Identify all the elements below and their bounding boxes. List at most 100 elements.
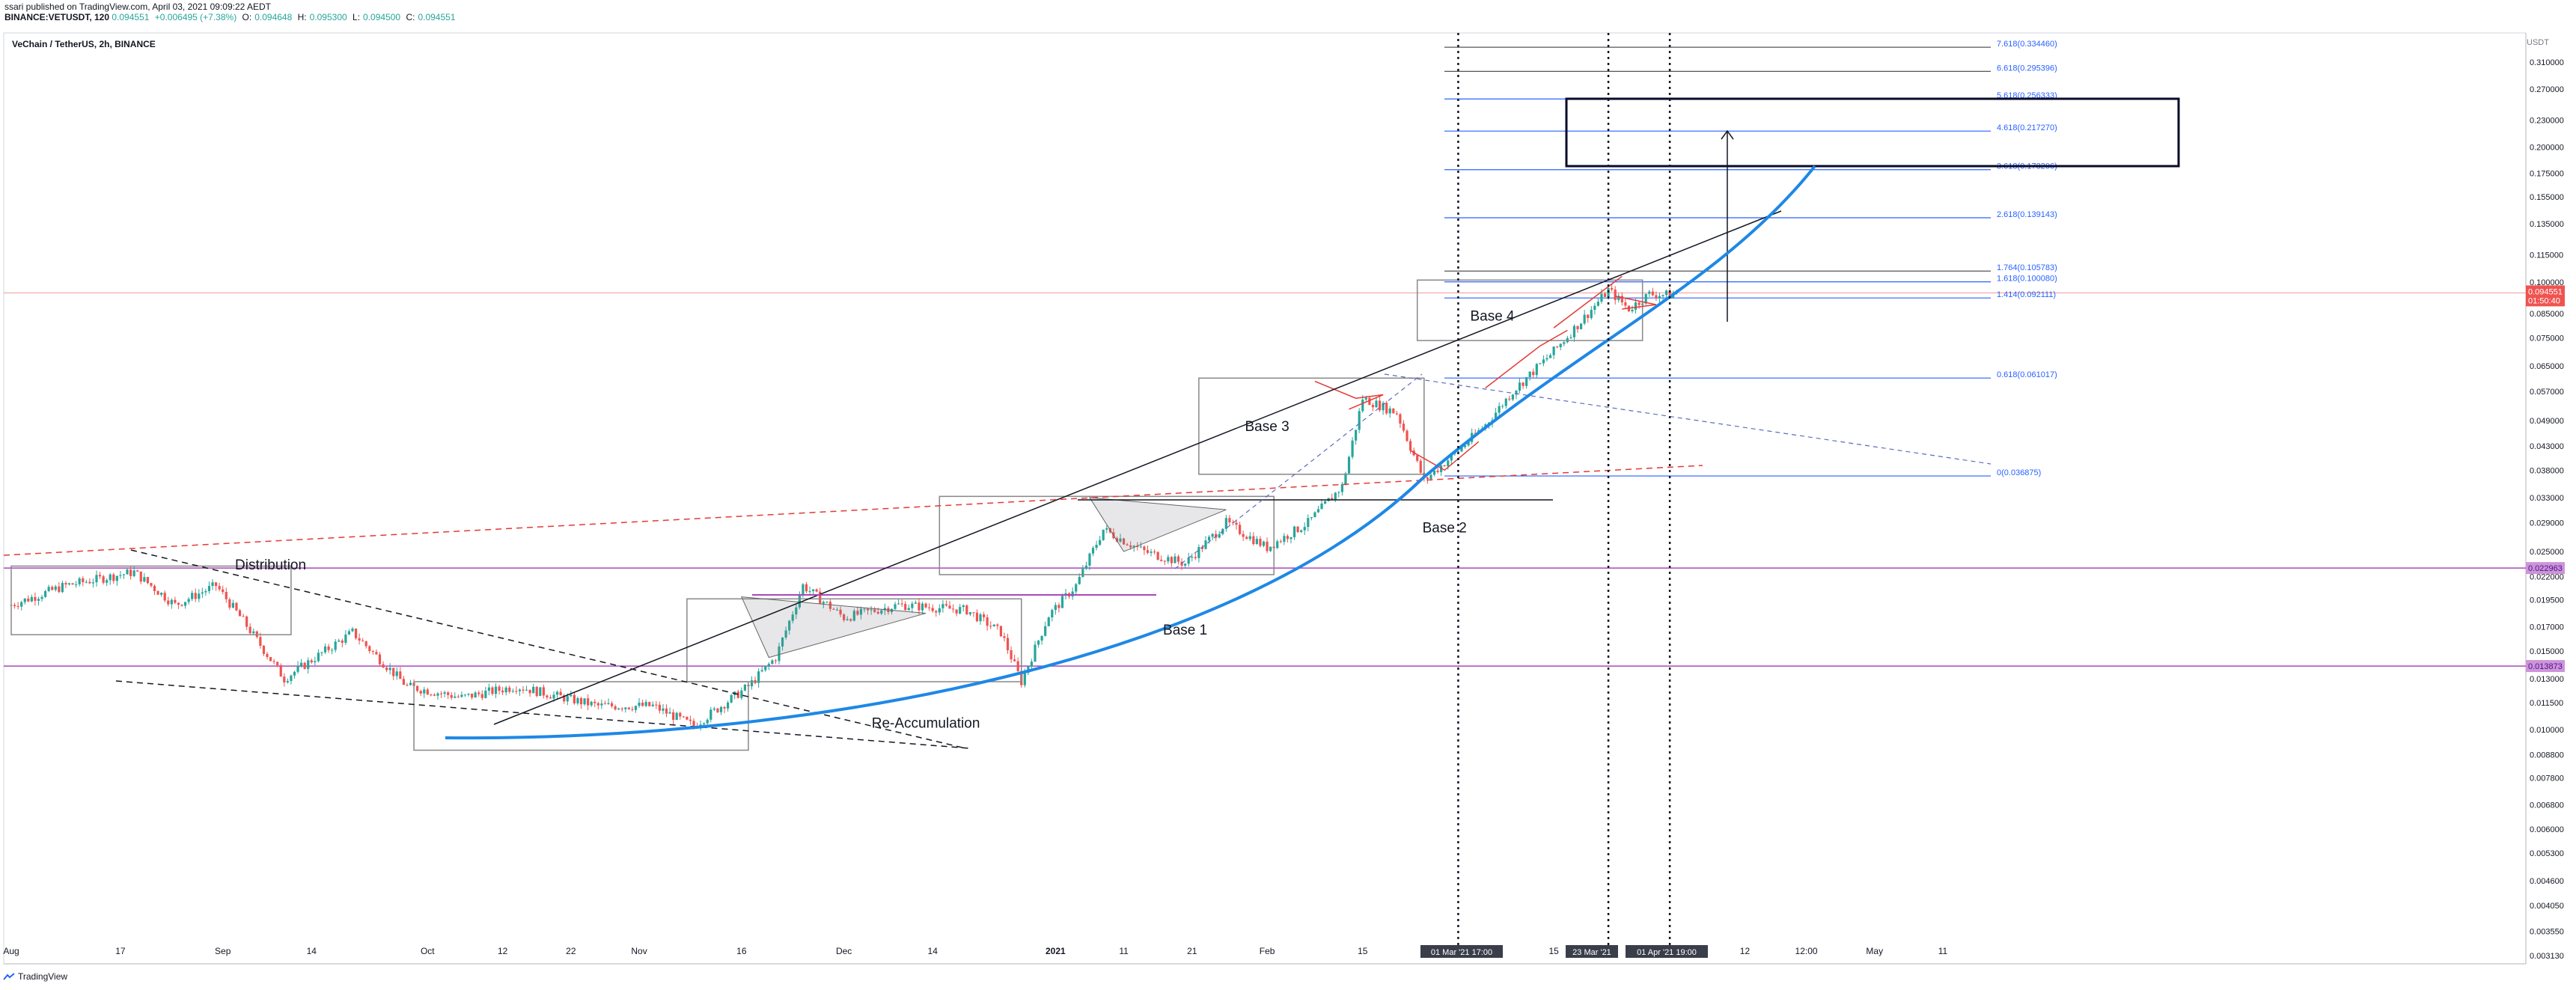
candle-body bbox=[1337, 492, 1340, 493]
candle-body bbox=[1474, 433, 1477, 434]
candle-body bbox=[846, 619, 849, 620]
candle-body bbox=[1576, 326, 1579, 329]
candle-body bbox=[723, 706, 726, 709]
candle-body bbox=[1320, 503, 1323, 510]
candle-body bbox=[225, 591, 228, 599]
candle-body bbox=[948, 605, 951, 609]
candle-body bbox=[1088, 553, 1091, 566]
candle-body bbox=[1184, 563, 1187, 566]
candle-body bbox=[167, 600, 170, 605]
candle-body bbox=[1252, 536, 1255, 545]
candle-body bbox=[716, 708, 719, 712]
y-tick-label: 0.005300 bbox=[2530, 849, 2564, 858]
candle-body bbox=[1580, 323, 1583, 329]
candle-body bbox=[1443, 465, 1446, 467]
candle-body bbox=[968, 612, 971, 614]
candle-body bbox=[1340, 483, 1343, 492]
candle-body bbox=[921, 603, 924, 611]
candle-body bbox=[1163, 560, 1166, 562]
candle-body bbox=[471, 693, 474, 698]
candle-body bbox=[1231, 522, 1235, 524]
tradingview-brand[interactable]: TradingView bbox=[18, 971, 68, 982]
candle-body bbox=[1548, 355, 1552, 358]
candle-body bbox=[477, 692, 480, 694]
downtrend-line-upper bbox=[130, 549, 966, 749]
candle-body bbox=[719, 706, 723, 712]
price-marker-label: 0.022963 bbox=[2528, 564, 2563, 573]
candle-body bbox=[1034, 644, 1037, 662]
candle-body bbox=[259, 637, 262, 647]
candle-body bbox=[614, 706, 617, 710]
candle-body bbox=[706, 719, 709, 724]
candle-body bbox=[668, 712, 671, 714]
distribution-box bbox=[10, 565, 292, 635]
candle-body bbox=[631, 709, 634, 710]
candle-body bbox=[95, 575, 98, 583]
candle-body bbox=[743, 685, 746, 691]
y-tick-label: 0.011500 bbox=[2530, 699, 2563, 708]
candle-body bbox=[1013, 659, 1016, 661]
candle-body bbox=[528, 689, 531, 694]
candle-body bbox=[675, 712, 678, 721]
candle-body bbox=[641, 703, 644, 706]
candle-body bbox=[627, 707, 630, 709]
candle-body bbox=[1385, 403, 1388, 414]
candle-body bbox=[1218, 534, 1221, 538]
candle-body bbox=[805, 584, 808, 592]
y-tick-label: 0.003130 bbox=[2530, 952, 2564, 961]
candle-body bbox=[839, 609, 842, 615]
annotation-distribution: Distribution bbox=[235, 557, 306, 573]
candle-body bbox=[44, 590, 47, 597]
candle-body bbox=[1392, 408, 1395, 414]
candle-body bbox=[1071, 591, 1074, 597]
candle-body bbox=[870, 609, 873, 611]
candle-body bbox=[293, 671, 296, 676]
candle-body bbox=[727, 702, 730, 709]
candle-body bbox=[828, 602, 831, 609]
annotation-base-1: Base 1 bbox=[1163, 623, 1207, 638]
date-label: 23 Mar '21 bbox=[1572, 948, 1611, 957]
candle-body bbox=[1624, 302, 1627, 306]
candle-body bbox=[358, 638, 361, 641]
candle-body bbox=[1075, 584, 1078, 592]
candle-body bbox=[378, 654, 382, 664]
candle-body bbox=[931, 608, 934, 611]
footer: TradingView bbox=[3, 971, 67, 982]
candle-body bbox=[1313, 512, 1316, 518]
candle-body bbox=[563, 695, 566, 702]
symbol-interval: BINANCE:VETUSDT, 120 bbox=[4, 12, 110, 22]
x-tick-label: 15 bbox=[1358, 946, 1368, 956]
candle-body bbox=[983, 614, 986, 617]
candle-body bbox=[177, 602, 180, 605]
candle-body bbox=[518, 689, 522, 691]
candle-body bbox=[1122, 538, 1126, 545]
candle-body bbox=[115, 575, 118, 581]
candle-body bbox=[1368, 397, 1371, 406]
candle-body bbox=[1371, 405, 1375, 408]
open-label: O: bbox=[242, 12, 252, 22]
candle-body bbox=[443, 692, 446, 694]
candle-body bbox=[682, 716, 685, 718]
candle-body bbox=[576, 698, 579, 704]
candle-body bbox=[822, 602, 825, 604]
candle-body bbox=[1347, 456, 1351, 474]
candle-body bbox=[692, 721, 695, 727]
candle-body bbox=[1239, 525, 1242, 534]
candle-body bbox=[689, 719, 692, 721]
candle-body bbox=[1388, 408, 1391, 414]
candle-body bbox=[587, 698, 590, 706]
candle-body bbox=[1324, 501, 1327, 504]
candle-body bbox=[433, 694, 436, 696]
x-tick-label: 14 bbox=[928, 946, 938, 956]
channel-dashed-line bbox=[1384, 373, 1991, 465]
candle-body bbox=[504, 687, 507, 693]
candle-body bbox=[938, 608, 941, 613]
x-tick-label: Sep bbox=[215, 946, 231, 956]
y-tick-label: 0.015000 bbox=[2530, 647, 2564, 656]
candle-body bbox=[972, 612, 975, 614]
candle-body bbox=[1150, 551, 1153, 553]
last-price-marker-bg bbox=[2526, 285, 2565, 307]
candle-body bbox=[129, 569, 132, 576]
candle-body bbox=[215, 582, 218, 587]
